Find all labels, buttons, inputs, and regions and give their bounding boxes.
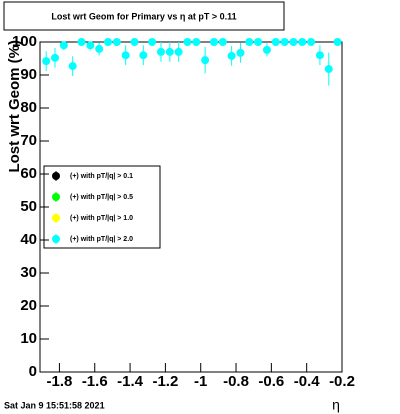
point xyxy=(307,38,316,46)
y-tick-label: 0 xyxy=(29,363,37,380)
point xyxy=(315,51,324,60)
y-tick-label: 50 xyxy=(20,198,37,215)
title-box xyxy=(3,1,285,31)
point xyxy=(271,38,280,46)
point xyxy=(289,38,298,46)
point xyxy=(139,51,148,60)
point xyxy=(130,38,139,46)
point xyxy=(86,41,95,50)
y-axis-label: Lost wrt Geom (%) xyxy=(6,40,23,173)
x-tick-label: -1.4 xyxy=(117,373,144,390)
point xyxy=(95,44,104,53)
y-tick-label: 70 xyxy=(20,132,37,149)
point xyxy=(201,56,210,65)
point xyxy=(103,38,112,46)
point xyxy=(236,48,245,57)
point xyxy=(51,53,60,62)
point xyxy=(59,41,68,50)
point xyxy=(42,57,51,66)
point xyxy=(298,38,307,46)
point xyxy=(333,38,342,46)
legend-marker xyxy=(52,172,60,180)
point xyxy=(245,38,254,46)
x-tick-label: -0.4 xyxy=(294,373,321,390)
point xyxy=(156,47,165,56)
chart-title: Lost wrt Geom for Primary vs η at pT > 0… xyxy=(51,11,236,21)
point xyxy=(280,38,289,46)
point xyxy=(77,38,86,46)
point xyxy=(254,38,263,46)
x-axis-label: η xyxy=(332,397,340,413)
legend-label: (+) with pT/|q| > 0.1 xyxy=(70,173,133,180)
point xyxy=(148,38,157,46)
y-tick-label: 80 xyxy=(20,99,37,116)
y-tick-label: 10 xyxy=(20,330,37,347)
footer: Sat Jan 9 15:51:58 2021 xyxy=(4,400,105,410)
legend-label: (+) with pT/|q| > 1.0 xyxy=(70,215,133,222)
legend-marker xyxy=(52,193,60,201)
point xyxy=(227,51,236,60)
legend-label: (+) with pT/|q| > 2.0 xyxy=(70,236,133,243)
legend-label: (+) with pT/|q| > 0.5 xyxy=(70,194,133,201)
legend-box xyxy=(43,165,161,249)
point xyxy=(218,38,227,46)
point xyxy=(165,47,174,56)
y-tick-label: 40 xyxy=(20,231,37,248)
point xyxy=(209,38,218,46)
y-tick-label: 20 xyxy=(20,297,37,314)
point xyxy=(183,38,192,46)
point xyxy=(121,51,130,60)
x-tick-label: -1.8 xyxy=(46,373,72,390)
x-tick-label: -1 xyxy=(194,373,207,390)
x-tick-label: -0.2 xyxy=(329,373,355,390)
point xyxy=(192,38,201,46)
y-tick-label: 30 xyxy=(20,264,37,281)
y-tick-label: 100 xyxy=(12,33,37,50)
point xyxy=(174,47,183,56)
point xyxy=(262,45,271,54)
x-tick-label: -1.2 xyxy=(152,373,178,390)
legend-marker xyxy=(52,235,60,243)
x-tick-label: -1.6 xyxy=(82,373,108,390)
y-tick-label: 90 xyxy=(20,66,37,83)
x-tick-label: -0.6 xyxy=(258,373,284,390)
x-tick-label: -0.8 xyxy=(223,373,249,390)
legend-marker xyxy=(52,214,60,222)
point xyxy=(68,62,77,71)
y-tick-label: 60 xyxy=(20,165,37,182)
point xyxy=(112,38,121,46)
point xyxy=(324,65,333,74)
